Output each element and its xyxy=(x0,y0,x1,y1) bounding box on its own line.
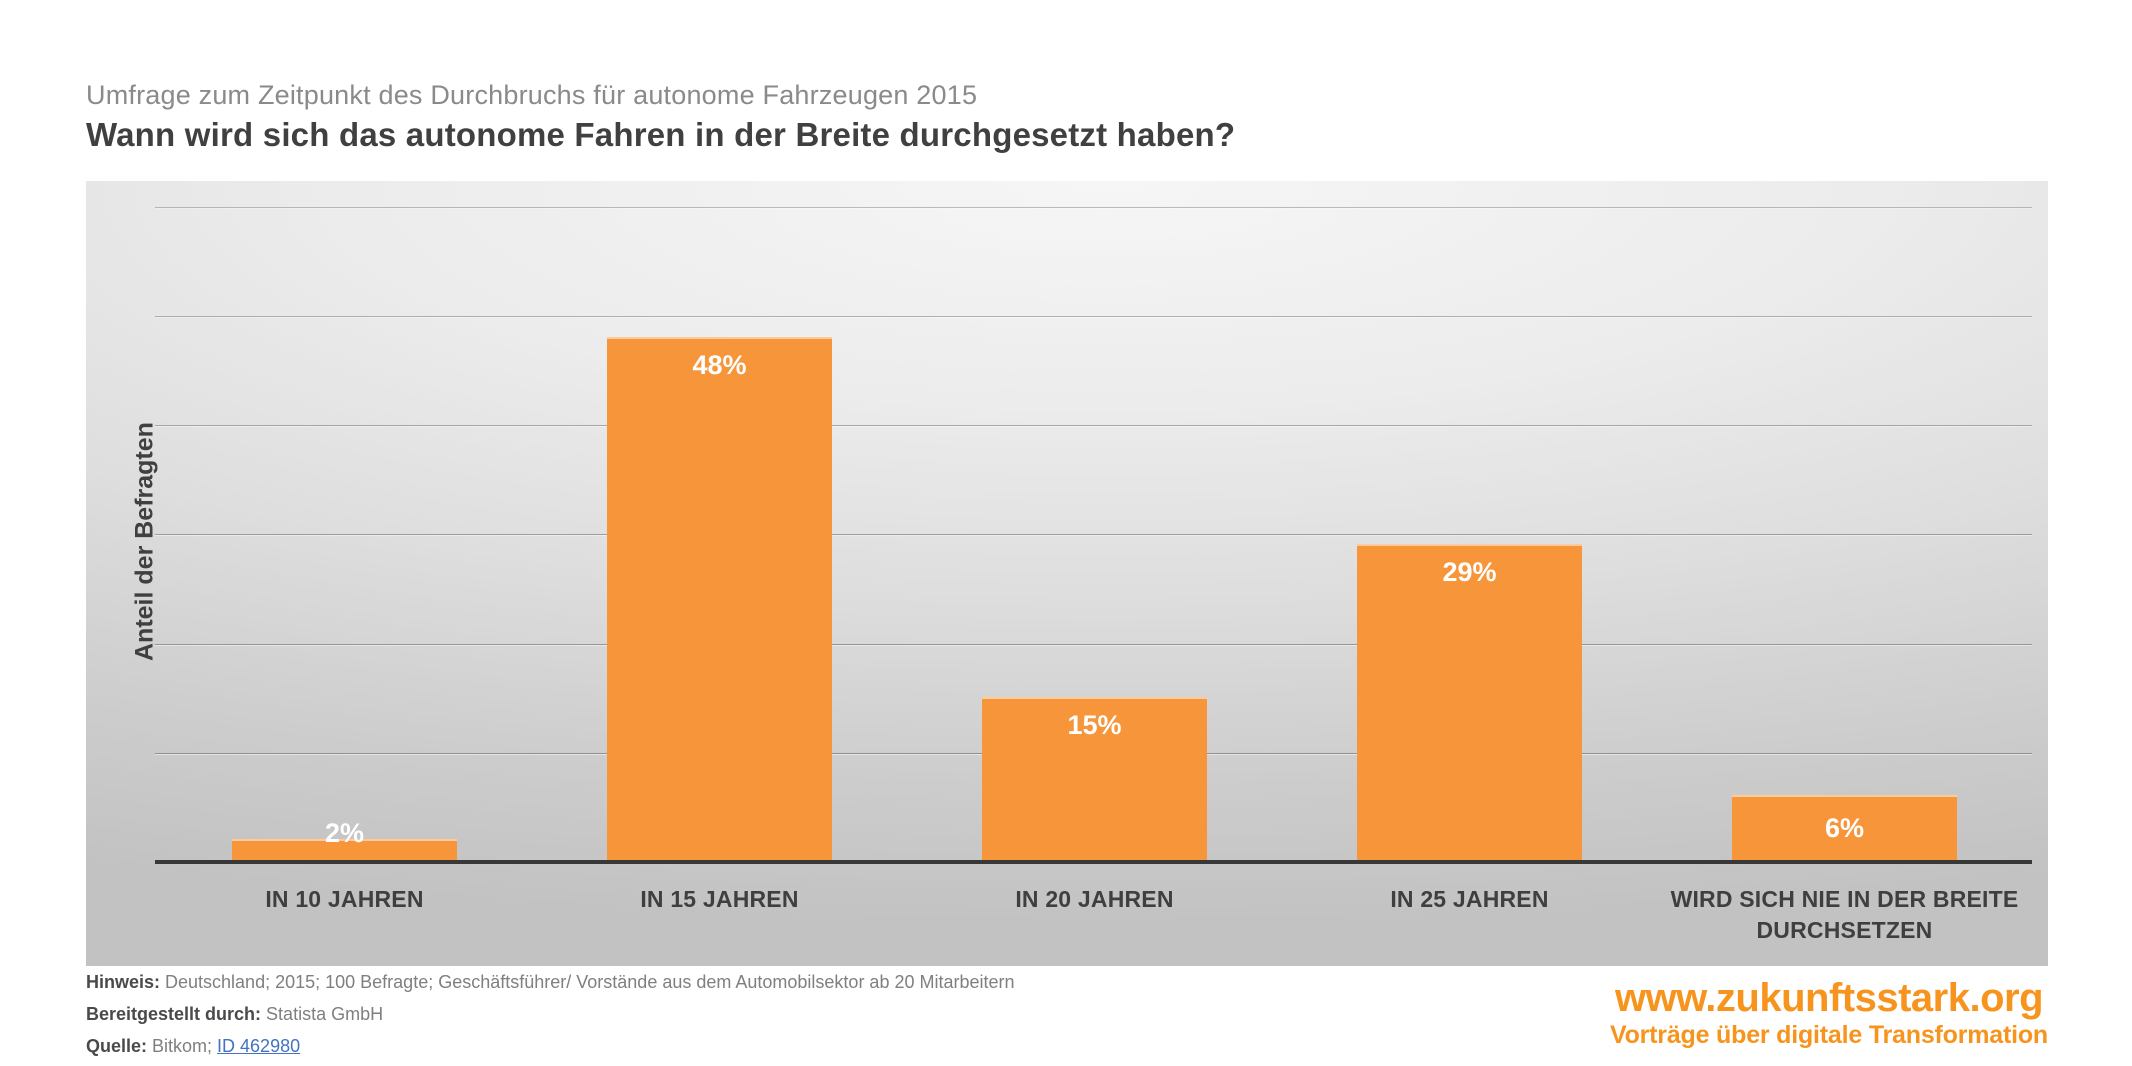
footer-note-label: Hinweis: xyxy=(86,972,161,992)
bar-4 xyxy=(1357,544,1582,861)
footer-note-text: Deutschland; 2015; 100 Befragte; Geschäf… xyxy=(160,972,1015,992)
category-label-1: IN 10 JAHREN xyxy=(265,886,424,912)
source-id-link[interactable]: ID 462980 xyxy=(217,1036,301,1056)
gridline-60pct xyxy=(155,207,2032,208)
bar-1 xyxy=(232,839,457,861)
footer-provider-label: Bereitgestellt durch: xyxy=(86,1004,262,1024)
chart-title: Wann wird sich das autonome Fahren in de… xyxy=(86,116,1236,153)
category-label-5: WIRD SICH NIE IN DER BREITE DURCHSETZEN xyxy=(1670,886,2019,943)
category-label-2: IN 15 JAHREN xyxy=(640,886,799,912)
gridline-50pct xyxy=(155,316,2032,317)
footer-provider-text: Statista GmbH xyxy=(261,1004,384,1024)
logo-tagline: Vorträge über digitale Transformation xyxy=(1609,1021,2048,1049)
chart-panel: Anteil der Befragten 2% IN 10 JAHREN 48% IN… xyxy=(86,181,2048,966)
footer-source-text: Bitkom; xyxy=(147,1036,218,1056)
bar-value-label: 48% xyxy=(692,350,747,380)
footer-source-label: Quelle: xyxy=(86,1036,148,1056)
bar-3 xyxy=(982,697,1207,861)
y-axis-label: Anteil der Befragten xyxy=(130,422,159,662)
bar-value-label: 6% xyxy=(1824,813,1865,843)
category-label-3: IN 20 JAHREN xyxy=(1015,886,1174,912)
bar-value-label: 2% xyxy=(324,818,365,848)
zukunftsstark-logo: www.zukunftsstark.org Vorträge über digi… xyxy=(1610,976,2048,1050)
footer-provider: Bereitgestellt durch: Statista GmbH xyxy=(86,1004,383,1025)
x-axis-line xyxy=(155,860,2032,864)
gridline-40pct xyxy=(155,425,2032,426)
bar-value-label: 15% xyxy=(1067,710,1122,740)
chart-subtitle: Umfrage zum Zeitpunkt des Durchbruchs fü… xyxy=(86,80,978,110)
bar-value-label: 29% xyxy=(1442,557,1497,587)
gridline-20pct xyxy=(155,644,2032,645)
category-label-4: IN 25 JAHREN xyxy=(1390,886,1549,912)
gridline-30pct xyxy=(155,534,2032,535)
bar-2 xyxy=(607,337,832,861)
footer-source: Quelle: Bitkom; ID 462980 xyxy=(86,1036,300,1057)
bar-5 xyxy=(1732,795,1957,861)
footer-note: Hinweis: Deutschland; 2015; 100 Befragte… xyxy=(86,972,1015,993)
logo-url-text: www.zukunftsstark.org xyxy=(1614,976,2044,1020)
